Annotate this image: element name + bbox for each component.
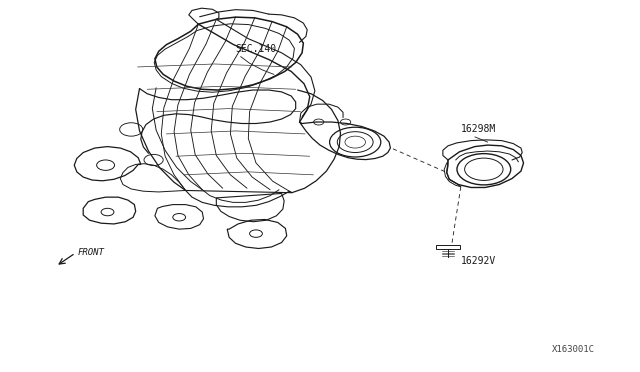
- Text: 16292V: 16292V: [461, 256, 496, 266]
- Text: FRONT: FRONT: [78, 248, 105, 257]
- Text: 16298M: 16298M: [461, 124, 496, 134]
- Text: X163001C: X163001C: [552, 345, 595, 354]
- Text: SEC.140: SEC.140: [236, 44, 276, 54]
